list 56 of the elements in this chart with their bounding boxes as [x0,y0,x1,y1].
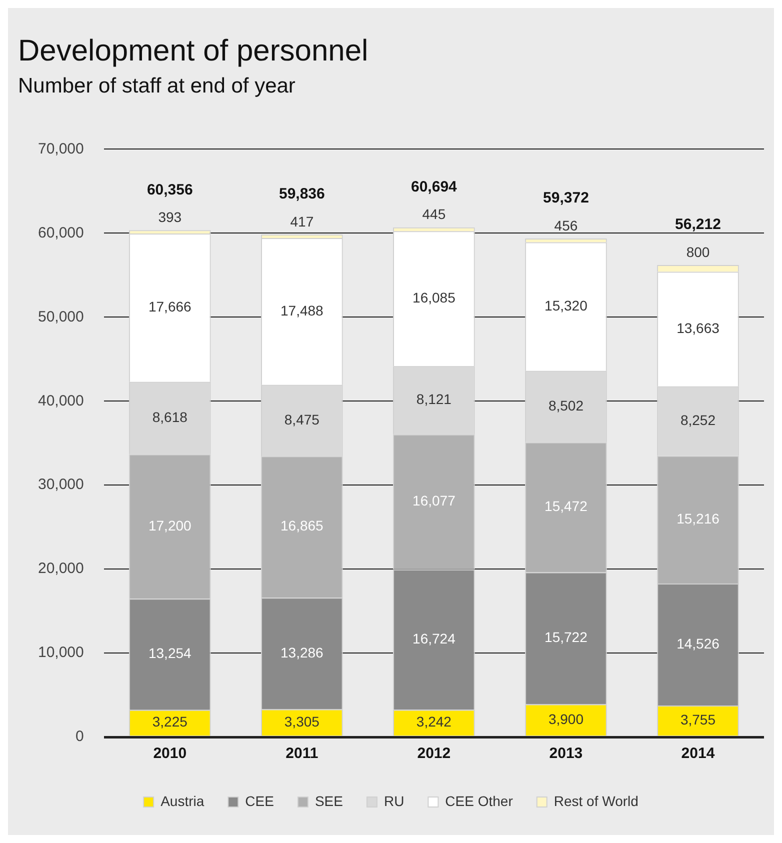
data-label: 3,900 [548,710,584,727]
data-label: 3,305 [284,713,320,730]
data-label: 13,286 [280,644,324,660]
y-tick-label: 30,000 [38,476,84,494]
total-label: 59,372 [543,190,589,207]
data-label: 17,200 [148,517,192,534]
y-tick-label: 40,000 [38,392,84,410]
data-label: 8,475 [284,411,320,428]
data-label: 8,252 [680,412,716,428]
legend-label: RU [384,792,404,809]
data-label: 17,488 [280,302,324,318]
legend-label: Austria [160,792,204,809]
data-label: 15,472 [544,498,588,514]
y-tick-label: 50,000 [38,308,84,326]
legend-label: Rest of World [554,792,638,809]
y-tick-label: 60,000 [38,224,84,242]
x-tick-label: 2010 [153,745,187,762]
legend-label: CEE [245,792,274,809]
data-label: 417 [290,213,314,230]
data-label: 13,663 [676,320,720,336]
data-label: 3,225 [152,714,188,730]
total-label: 60,356 [146,181,193,198]
total-label: 60,694 [410,178,458,196]
data-label: 393 [158,209,182,226]
data-label: 16,077 [412,492,456,509]
x-tick-label: 2014 [681,745,716,762]
data-label: 16,865 [280,518,324,534]
data-label: 3,242 [416,714,452,730]
total-label: 59,836 [278,186,325,203]
x-tick-label: 2013 [549,745,583,762]
data-label: 15,722 [544,629,588,646]
data-label: 8,121 [416,391,452,408]
data-label: 14,526 [676,635,720,652]
chart-subtitle: Number of staff at end of year [18,74,296,98]
y-tick-label: 10,000 [38,644,84,662]
data-label: 16,724 [412,630,456,646]
data-label: 800 [686,244,710,260]
data-label: 8,502 [548,397,584,414]
data-label: 445 [422,206,446,222]
y-tick-label: 70,000 [38,140,84,158]
chart-title: Development of personnel [18,34,368,68]
legend-label: CEE Other [445,792,514,809]
data-label: 8,618 [152,408,188,425]
data-label: 13,254 [148,645,192,662]
data-label: 17,666 [148,298,192,315]
legend-label: SEE [314,792,343,809]
data-label: 456 [554,217,578,234]
y-tick-label: 20,000 [38,560,84,578]
data-label: 3,755 [680,711,716,728]
data-label: 16,085 [412,289,456,306]
data-label: 15,320 [544,297,588,314]
data-label: 15,216 [676,510,720,526]
x-tick-label: 2011 [286,745,318,762]
y-tick-label: 0 [76,728,84,746]
total-label: 56,212 [675,216,721,234]
x-tick-label: 2012 [417,745,451,762]
